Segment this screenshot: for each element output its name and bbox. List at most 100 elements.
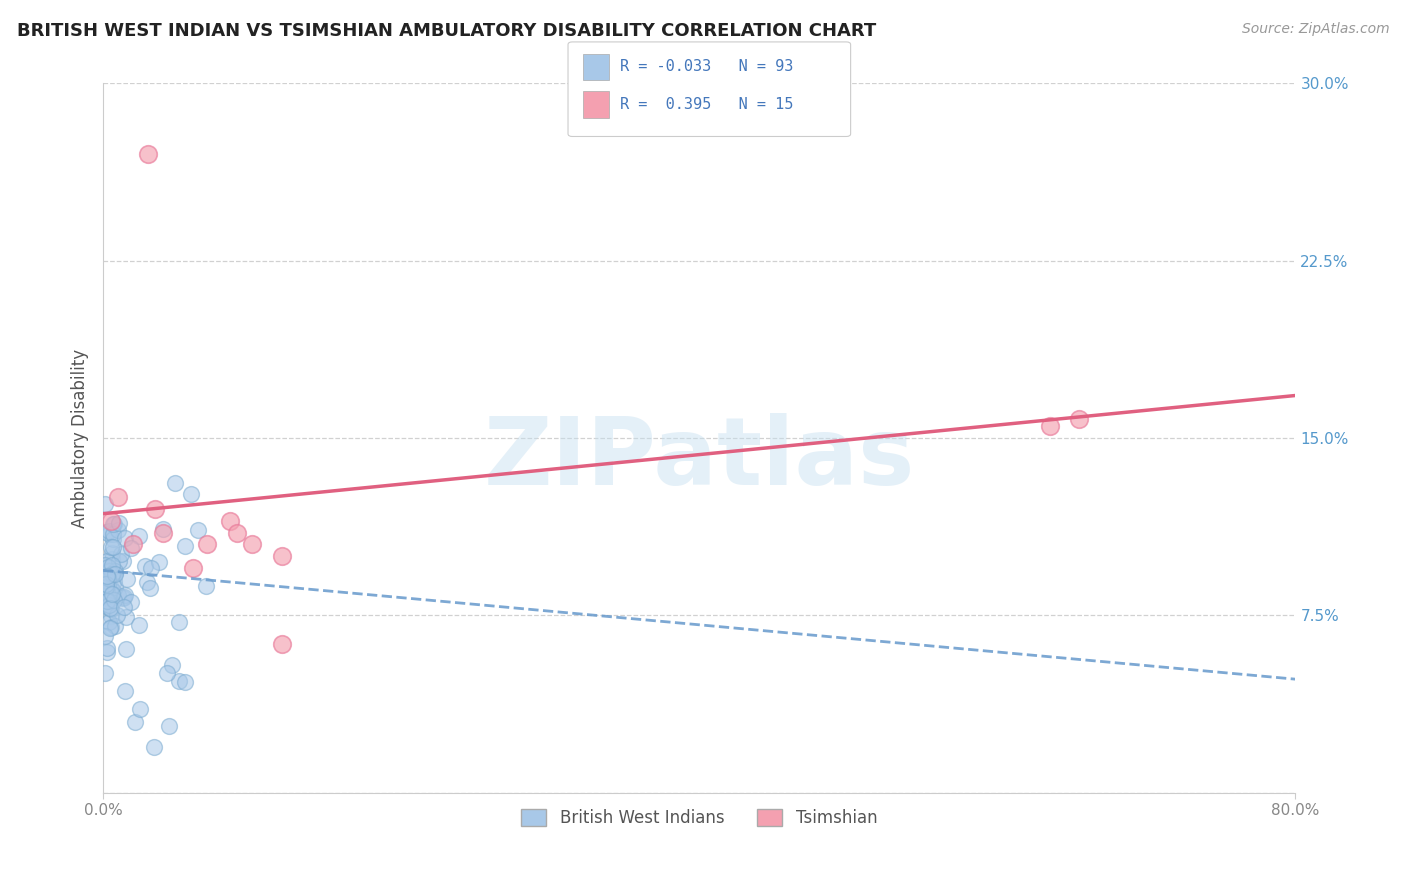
Point xyxy=(128,529,150,543)
Point xyxy=(103,574,125,588)
Point xyxy=(107,588,129,602)
Point xyxy=(93,666,115,681)
Point xyxy=(100,540,122,554)
Point xyxy=(101,558,124,572)
Point xyxy=(120,541,142,555)
Point xyxy=(148,555,170,569)
Point xyxy=(152,525,174,540)
Point xyxy=(139,561,162,575)
Point xyxy=(1038,419,1060,434)
Legend: British West Indians, Tsimshian: British West Indians, Tsimshian xyxy=(515,803,884,834)
Point xyxy=(96,554,118,568)
Point xyxy=(96,568,118,582)
Point xyxy=(112,590,135,604)
Text: Source: ZipAtlas.com: Source: ZipAtlas.com xyxy=(1241,22,1389,37)
Point xyxy=(104,564,127,578)
Point xyxy=(187,523,209,537)
Text: R = -0.033   N = 93: R = -0.033 N = 93 xyxy=(620,60,793,74)
Point xyxy=(112,600,135,615)
Point xyxy=(100,514,122,528)
Point xyxy=(117,572,139,586)
Point xyxy=(114,684,136,698)
Point xyxy=(94,580,117,594)
Point xyxy=(100,551,122,566)
Point xyxy=(114,610,136,624)
Point xyxy=(94,629,117,643)
Point xyxy=(124,714,146,729)
Point xyxy=(180,487,202,501)
Point xyxy=(226,525,249,540)
Point xyxy=(101,587,124,601)
Text: ZIPatlas: ZIPatlas xyxy=(484,413,915,506)
Point xyxy=(94,524,117,539)
Point xyxy=(101,584,124,599)
Point xyxy=(107,554,129,568)
Point xyxy=(169,615,191,629)
Point xyxy=(100,581,122,595)
Point xyxy=(114,531,136,545)
Text: BRITISH WEST INDIAN VS TSIMSHIAN AMBULATORY DISABILITY CORRELATION CHART: BRITISH WEST INDIAN VS TSIMSHIAN AMBULAT… xyxy=(17,22,876,40)
Point xyxy=(143,502,166,516)
Point xyxy=(218,514,240,528)
Point xyxy=(100,609,122,624)
Point xyxy=(194,579,217,593)
Point xyxy=(152,522,174,536)
Point xyxy=(139,581,162,595)
Point xyxy=(104,619,127,633)
Point xyxy=(240,537,263,551)
Point xyxy=(120,595,142,609)
Point xyxy=(103,567,125,582)
Point xyxy=(108,516,131,530)
Point xyxy=(97,578,120,592)
Point xyxy=(96,594,118,608)
Point xyxy=(97,594,120,608)
Point xyxy=(197,537,219,551)
Point xyxy=(115,642,138,657)
Point xyxy=(100,601,122,615)
Point xyxy=(97,571,120,585)
Point xyxy=(173,539,195,553)
Point xyxy=(103,580,125,594)
Point xyxy=(103,592,125,607)
Point xyxy=(134,558,156,573)
Point xyxy=(97,563,120,577)
Point xyxy=(98,621,121,635)
Text: R =  0.395   N = 15: R = 0.395 N = 15 xyxy=(620,97,793,112)
Point xyxy=(107,524,129,538)
Point xyxy=(101,532,124,546)
Point xyxy=(167,674,190,689)
Point xyxy=(103,527,125,541)
Point xyxy=(110,547,132,561)
Point xyxy=(101,540,124,554)
Point xyxy=(93,591,115,606)
Point xyxy=(143,739,166,754)
Point xyxy=(96,585,118,599)
Point xyxy=(98,600,121,615)
Y-axis label: Ambulatory Disability: Ambulatory Disability xyxy=(72,349,89,527)
Point xyxy=(98,565,121,579)
Point xyxy=(271,549,294,564)
Point xyxy=(97,615,120,629)
Point xyxy=(136,147,159,161)
Point xyxy=(96,599,118,613)
Point xyxy=(165,476,187,491)
Point xyxy=(107,490,129,504)
Point xyxy=(1069,412,1091,426)
Point xyxy=(96,577,118,591)
Point xyxy=(97,524,120,539)
Point xyxy=(101,516,124,531)
Point xyxy=(114,588,136,602)
Point xyxy=(105,608,128,623)
Point xyxy=(271,637,294,651)
Point xyxy=(156,665,179,680)
Point xyxy=(181,561,204,575)
Point xyxy=(100,546,122,560)
Point xyxy=(100,620,122,634)
Point xyxy=(174,675,197,690)
Point xyxy=(128,617,150,632)
Point xyxy=(93,498,115,512)
Point xyxy=(97,526,120,541)
Point xyxy=(94,558,117,573)
Point xyxy=(111,554,134,568)
Point xyxy=(112,591,135,605)
